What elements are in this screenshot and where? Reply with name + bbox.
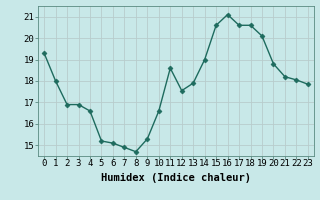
X-axis label: Humidex (Indice chaleur): Humidex (Indice chaleur) (101, 173, 251, 183)
